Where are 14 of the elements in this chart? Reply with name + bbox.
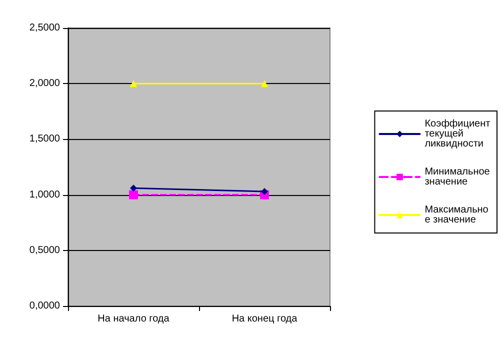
point	[130, 184, 137, 192]
x-tick-label: На конец года	[232, 314, 298, 324]
y-tick-label: 2,0000	[29, 78, 60, 90]
y-tick-label: 2,5000	[29, 22, 60, 34]
x-tick-label: На начало года	[98, 314, 170, 324]
legend-label: Максимальное значение	[424, 204, 489, 226]
y-tick-label: 0,5000	[29, 244, 60, 256]
legend-label: Минимальное значение	[424, 166, 493, 188]
y-tick-label: 0,0000	[29, 300, 60, 312]
legend-label: Коэффициент текущей ликвидности	[424, 118, 494, 150]
point	[261, 188, 268, 195]
y-tick-label: 1,5000	[29, 134, 60, 145]
point	[129, 190, 138, 200]
y-tick-label: 1,0000	[29, 189, 60, 200]
